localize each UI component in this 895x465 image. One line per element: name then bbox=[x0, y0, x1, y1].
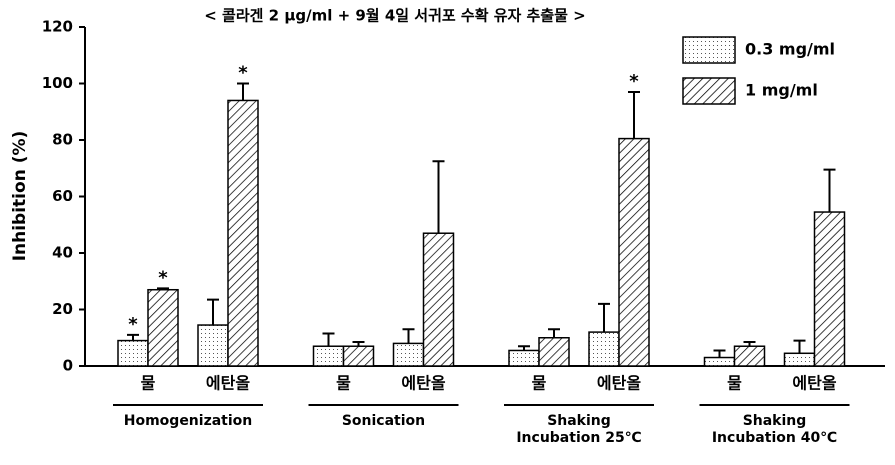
bar bbox=[588, 331, 620, 367]
bar bbox=[147, 288, 179, 367]
bar bbox=[197, 324, 229, 367]
error-bar bbox=[402, 328, 415, 344]
x-tick-label: 물 bbox=[336, 374, 351, 393]
error-bar bbox=[432, 160, 445, 234]
error-bar bbox=[793, 339, 806, 354]
group-label: Shaking bbox=[743, 413, 807, 429]
legend-swatch bbox=[682, 36, 736, 64]
x-tick-label: 물 bbox=[727, 374, 742, 393]
bar bbox=[392, 342, 425, 367]
x-tick-label: 에탄올 bbox=[206, 374, 250, 393]
bar bbox=[117, 339, 149, 367]
bar bbox=[227, 99, 259, 367]
error-bar bbox=[598, 302, 610, 333]
error-bar bbox=[352, 340, 365, 347]
legend-label: 1 mg/ml bbox=[745, 81, 818, 100]
significance-mark: * bbox=[238, 63, 248, 84]
x-tick-label: 에탄올 bbox=[401, 374, 445, 393]
y-tick-label: 120 bbox=[42, 18, 73, 36]
error-bar bbox=[518, 345, 530, 351]
legend-swatch bbox=[682, 77, 736, 105]
y-tick-label: 100 bbox=[42, 74, 73, 92]
error-bar bbox=[628, 90, 640, 139]
x-tick-label: 에탄올 bbox=[597, 374, 641, 393]
error-bar bbox=[322, 332, 335, 347]
error-bar bbox=[743, 340, 756, 347]
error-bar bbox=[237, 82, 249, 101]
x-tick-label: 에탄올 bbox=[792, 374, 836, 393]
y-tick-label: 80 bbox=[52, 131, 73, 149]
y-tick-label: 20 bbox=[52, 300, 73, 318]
group-label: Homogenization bbox=[124, 413, 253, 429]
y-axis-label: Inhibition (%) bbox=[10, 131, 30, 262]
bar bbox=[422, 232, 455, 367]
bar bbox=[703, 356, 736, 367]
error-bar bbox=[157, 287, 169, 290]
y-tick-label: 60 bbox=[52, 187, 73, 205]
x-tick-label: 물 bbox=[532, 374, 547, 393]
significance-mark: * bbox=[128, 314, 138, 335]
group-label: Incubation 40℃ bbox=[712, 430, 837, 446]
error-bar bbox=[207, 298, 219, 326]
bar bbox=[813, 211, 846, 367]
y-tick-label: 0 bbox=[63, 357, 73, 375]
group-label: Shaking bbox=[547, 413, 611, 429]
significance-mark: * bbox=[158, 267, 168, 288]
bar bbox=[508, 349, 540, 367]
bar bbox=[312, 345, 345, 367]
error-bar bbox=[548, 328, 560, 338]
bar bbox=[783, 352, 816, 367]
y-tick-label: 40 bbox=[52, 244, 73, 262]
bar bbox=[538, 337, 570, 367]
bar bbox=[618, 137, 650, 367]
significance-mark: * bbox=[629, 71, 639, 92]
error-bar bbox=[823, 168, 836, 213]
group-label: Incubation 25℃ bbox=[516, 430, 641, 446]
legend-label: 0.3 mg/ml bbox=[745, 40, 835, 59]
x-tick-label: 물 bbox=[141, 374, 156, 393]
error-bar bbox=[127, 333, 139, 341]
bar bbox=[733, 345, 766, 367]
error-bar bbox=[713, 349, 726, 358]
bar bbox=[342, 345, 375, 367]
chart-title: < 콜라겐 2 μg/ml + 9월 4일 서귀포 수확 유자 추출물 > bbox=[204, 7, 586, 25]
group-label: Sonication bbox=[342, 413, 425, 429]
